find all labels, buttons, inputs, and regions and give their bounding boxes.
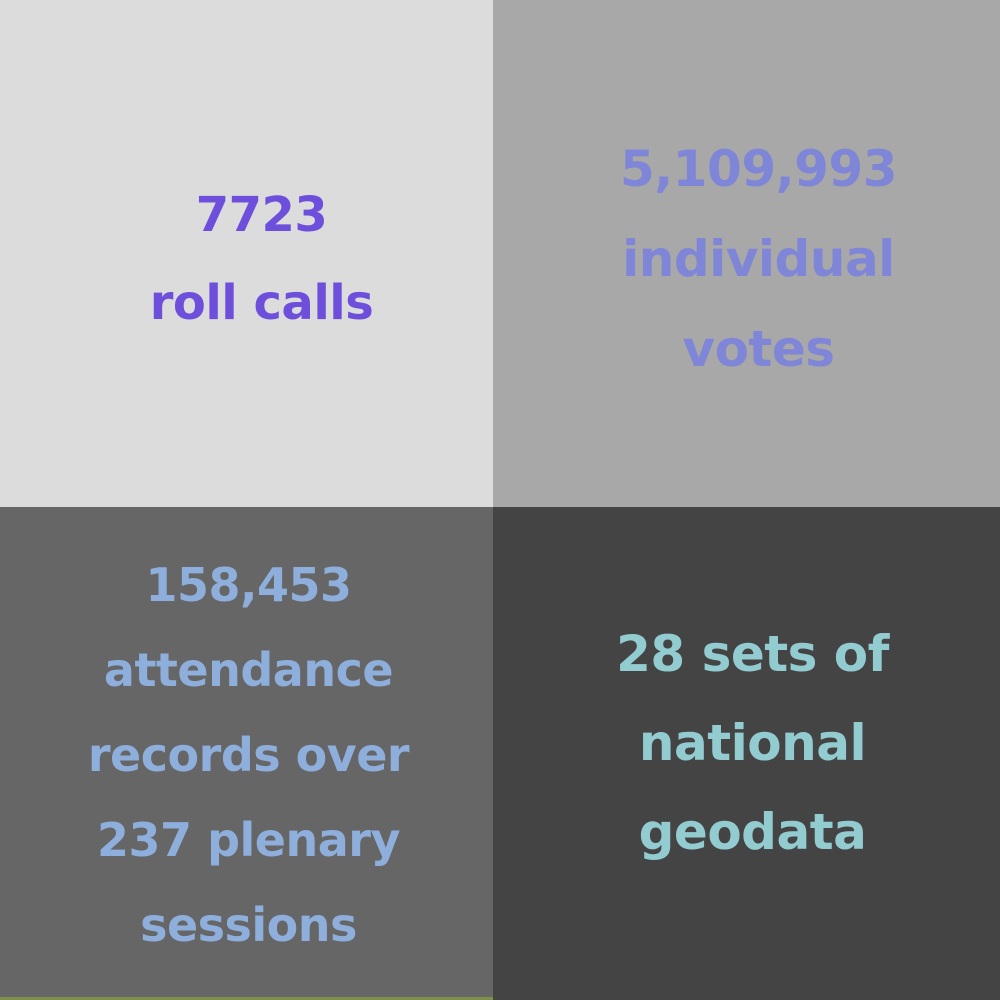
stat-label: records over <box>87 728 410 782</box>
stat-label: national <box>638 714 867 772</box>
stat-value: 158,453 <box>145 558 352 612</box>
stat-tile-roll-calls: 7723 roll calls <box>0 0 493 507</box>
stat-value: 5,109,993 <box>619 139 898 198</box>
stat-label: individual <box>622 229 895 288</box>
stat-text: 28 sets of national geodata <box>616 610 889 877</box>
stat-label: roll calls <box>149 274 374 331</box>
bottom-divider <box>0 997 493 1000</box>
stat-text: 7723 roll calls <box>150 171 374 347</box>
stat-tile-individual-votes: 5,109,993 individual votes <box>493 0 1000 507</box>
stat-label: geodata <box>638 803 867 861</box>
stat-label: votes <box>682 319 835 378</box>
stat-value: 28 sets of <box>616 625 889 683</box>
stat-tile-attendance-records: 158,453 attendance records over 237 plen… <box>0 507 493 1000</box>
stat-value: 7723 <box>195 186 328 243</box>
stat-label: attendance <box>103 643 394 697</box>
stat-label: 237 plenary <box>97 813 400 867</box>
stat-tile-geodata: 28 sets of national geodata <box>493 507 1000 1000</box>
stat-label: sessions <box>140 898 357 952</box>
stat-text: 158,453 attendance records over 237 plen… <box>87 543 410 968</box>
stat-text: 5,109,993 individual votes <box>619 124 898 394</box>
